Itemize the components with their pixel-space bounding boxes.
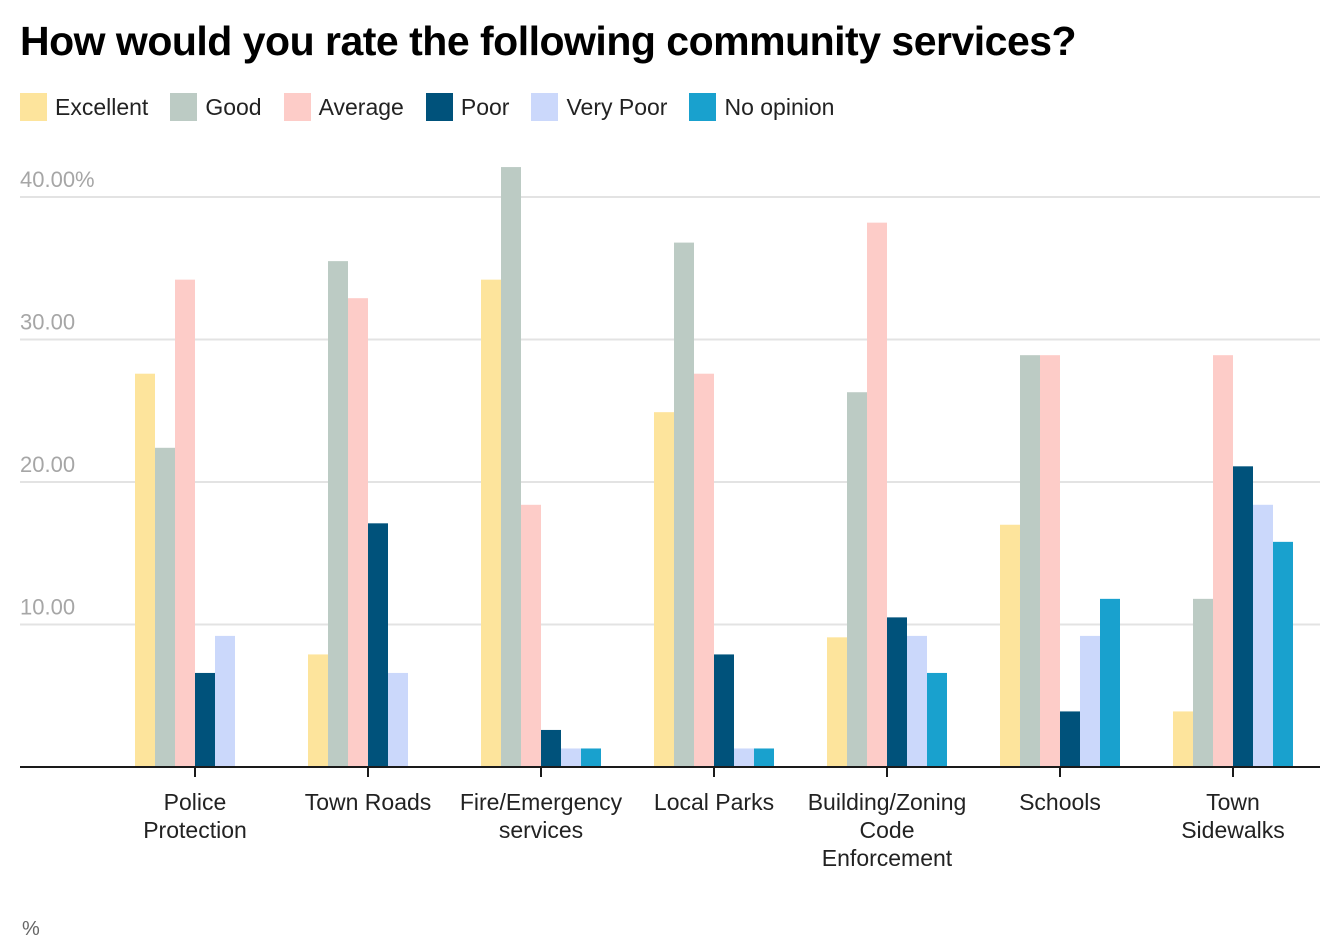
- bar-poor[interactable]: Fire/Emergency services — Poor: 2.6: [541, 729, 561, 767]
- bar-no-opinion[interactable]: Town Sidewalks — No opinion: 15.8: [1273, 541, 1293, 767]
- x-category-label: Schools: [1019, 789, 1101, 815]
- x-category-label-line: Enforcement: [822, 845, 953, 871]
- bar-average[interactable]: Local Parks — Average: 27.6: [694, 373, 714, 767]
- bar-excellent[interactable]: Town Sidewalks — Excellent: 3.9: [1173, 711, 1193, 767]
- bar-poor[interactable]: Schools — Poor: 3.9: [1060, 711, 1080, 767]
- x-category-label: Police Protection: [143, 789, 247, 843]
- unit-note: %: [22, 918, 40, 940]
- legend-label: Excellent: [55, 93, 149, 120]
- y-tick-label: 40.00%: [20, 167, 95, 192]
- bar-poor[interactable]: Local Parks — Poor: 7.9: [714, 654, 734, 767]
- legend-label: Very Poor: [566, 93, 668, 120]
- chart-title: How would you rate the following communi…: [20, 18, 1077, 64]
- bar-average[interactable]: Town Roads — Average: 32.9: [348, 298, 368, 767]
- x-category-label-line: Schools: [1019, 789, 1101, 815]
- legend-swatch-very-poor: [531, 93, 559, 121]
- legend-swatch-good: [170, 93, 198, 121]
- x-category-label: Fire/Emergency services: [460, 789, 623, 843]
- x-category-label-line: Protection: [143, 817, 247, 843]
- y-tick-label: 10.00: [20, 595, 75, 620]
- bar-very-poor[interactable]: Fire/Emergency services — Very Poor: 1.3: [561, 748, 581, 767]
- legend-swatch-poor: [425, 93, 453, 121]
- legend-swatch-no-opinion: [689, 93, 717, 121]
- x-category-label-line: Police: [164, 789, 227, 815]
- x-category-label: Town Roads: [305, 789, 432, 815]
- bar-good[interactable]: Town Sidewalks — Good: 11.8: [1193, 598, 1213, 767]
- x-category-label: Building/Zoning Code Enforcement: [808, 789, 967, 871]
- x-category-label-line: Sidewalks: [1181, 817, 1285, 843]
- legend-item-good[interactable]: Good: [170, 93, 262, 121]
- legend-item-no-opinion[interactable]: No opinion: [689, 93, 834, 121]
- bar-excellent[interactable]: Schools — Excellent: 17: [1000, 524, 1020, 767]
- legend: Excellent Good Average Poor Very Poor No…: [20, 93, 856, 121]
- bar-excellent[interactable]: Town Roads — Excellent: 7.9: [308, 654, 328, 767]
- bar-good[interactable]: Local Parks — Good: 36.8: [674, 242, 694, 768]
- bar-average[interactable]: Police Protection — Average: 34.2: [175, 279, 195, 767]
- bar-very-poor[interactable]: Police Protection — Very Poor: 9.2: [215, 635, 235, 767]
- bar-average[interactable]: Town Sidewalks — Average: 28.9: [1213, 355, 1233, 767]
- bar-no-opinion[interactable]: Fire/Emergency services — No opinion: 1.…: [581, 748, 601, 767]
- bar-excellent[interactable]: Building/Zoning Code Enforcement — Excel…: [827, 637, 847, 767]
- bar-poor[interactable]: Building/Zoning Code Enforcement — Poor:…: [887, 617, 907, 767]
- bar-excellent[interactable]: Fire/Emergency services — Excellent: 34.…: [481, 279, 501, 767]
- legend-label: Good: [205, 93, 262, 120]
- bar-good[interactable]: Building/Zoning Code Enforcement — Good:…: [847, 392, 867, 767]
- x-category-label-line: Building/Zoning: [808, 789, 967, 815]
- bar-very-poor[interactable]: Local Parks — Very Poor: 1.3: [734, 748, 754, 767]
- x-category-label-line: Fire/Emergency: [460, 789, 623, 815]
- bar-average[interactable]: Fire/Emergency services — Average: 18.4: [521, 504, 541, 767]
- x-category-label-line: Code: [860, 817, 915, 843]
- bar-no-opinion[interactable]: Building/Zoning Code Enforcement — No op…: [927, 672, 947, 767]
- y-tick-label: 30.00: [20, 310, 75, 335]
- x-category-label-line: services: [499, 817, 583, 843]
- legend-item-excellent[interactable]: Excellent: [20, 93, 148, 121]
- bar-good[interactable]: Schools — Good: 28.9: [1020, 355, 1040, 767]
- bar-poor[interactable]: Town Roads — Poor: 17.1: [368, 523, 388, 767]
- x-category-label: Local Parks: [654, 789, 774, 815]
- x-category-label-line: Town Roads: [305, 789, 432, 815]
- y-tick-label: 20.00: [20, 452, 75, 477]
- bar-poor[interactable]: Town Sidewalks — Poor: 21.1: [1233, 466, 1253, 767]
- bar-good[interactable]: Fire/Emergency services — Good: 42.1: [501, 167, 521, 767]
- bar-excellent[interactable]: Police Protection — Excellent: 27.6: [135, 373, 155, 767]
- x-category-label: Town Sidewalks: [1181, 789, 1285, 843]
- bar-no-opinion[interactable]: Local Parks — No opinion: 1.3: [754, 748, 774, 767]
- legend-label: Average: [318, 93, 404, 120]
- legend-item-very-poor[interactable]: Very Poor: [531, 93, 667, 121]
- legend-label: No opinion: [724, 93, 835, 120]
- bar-average[interactable]: Building/Zoning Code Enforcement — Avera…: [867, 222, 887, 767]
- x-category-label-line: Town: [1206, 789, 1260, 815]
- legend-swatch-average: [283, 93, 311, 121]
- bar-very-poor[interactable]: Town Sidewalks — Very Poor: 18.4: [1253, 504, 1273, 767]
- bar-very-poor[interactable]: Building/Zoning Code Enforcement — Very …: [907, 635, 927, 767]
- bar-poor[interactable]: Police Protection — Poor: 6.6: [195, 672, 215, 767]
- bar-average[interactable]: Schools — Average: 28.9: [1040, 355, 1060, 767]
- legend-swatch-excellent: [20, 93, 47, 121]
- bar-excellent[interactable]: Local Parks — Excellent: 24.9: [654, 412, 674, 767]
- bar-good[interactable]: Police Protection — Good: 22.4: [155, 447, 175, 767]
- bar-no-opinion[interactable]: Schools — No opinion: 11.8: [1100, 598, 1120, 767]
- legend-label: Poor: [460, 93, 510, 120]
- bar-very-poor[interactable]: Town Roads — Very Poor: 6.6: [388, 672, 408, 767]
- bar-good[interactable]: Town Roads — Good: 35.5: [328, 261, 348, 767]
- x-category-label-line: Local Parks: [654, 789, 774, 815]
- bar-very-poor[interactable]: Schools — Very Poor: 9.2: [1080, 635, 1100, 767]
- legend-item-average[interactable]: Average: [283, 93, 404, 121]
- legend-item-poor[interactable]: Poor: [425, 93, 510, 121]
